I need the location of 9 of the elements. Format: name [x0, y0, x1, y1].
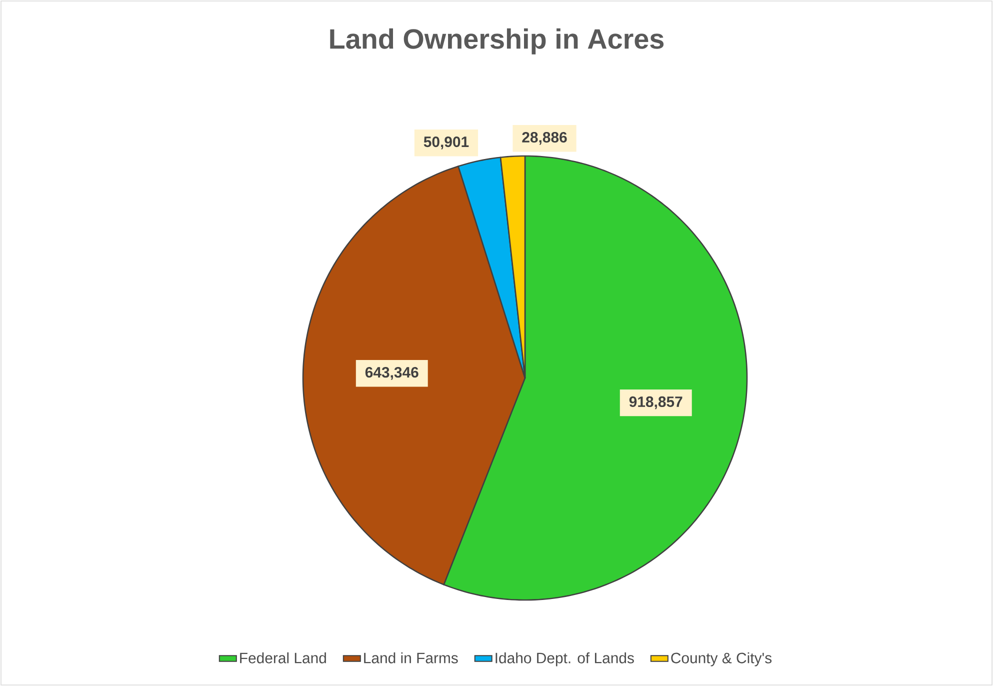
legend-label: Idaho Dept. of Lands: [496, 652, 634, 666]
legend-label: Land in Farms: [364, 652, 458, 664]
chart-title: Land Ownership in Acres: [330, 28, 664, 54]
data-label: 918,857: [629, 396, 682, 410]
data-label: 28,886: [522, 132, 567, 145]
data-label: 50,901: [424, 136, 469, 150]
legend-label: Federal Land: [240, 652, 326, 664]
legend-label: County & City's: [671, 652, 772, 666]
data-label: 643,346: [365, 367, 418, 380]
